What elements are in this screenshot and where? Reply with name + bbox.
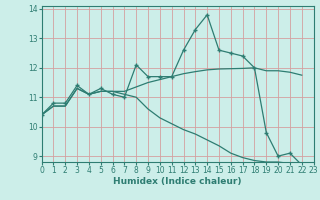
- X-axis label: Humidex (Indice chaleur): Humidex (Indice chaleur): [113, 177, 242, 186]
